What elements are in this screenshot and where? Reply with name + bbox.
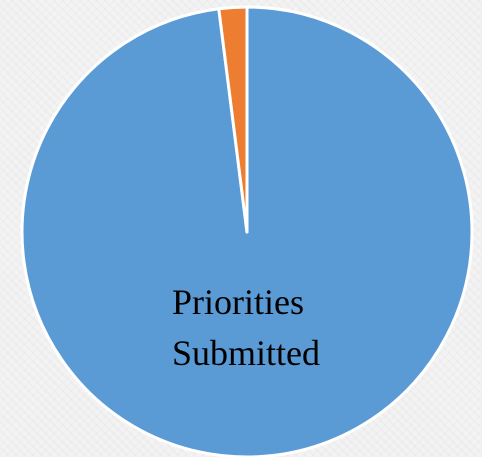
slice-label-priorities-submitted: Priorities Submitted xyxy=(172,282,320,373)
slice-label-line-1: Priorities xyxy=(172,282,304,322)
slice-label-line-2: Submitted xyxy=(172,333,320,373)
pie-slices xyxy=(20,5,474,457)
pie-slice-2 xyxy=(217,5,249,234)
